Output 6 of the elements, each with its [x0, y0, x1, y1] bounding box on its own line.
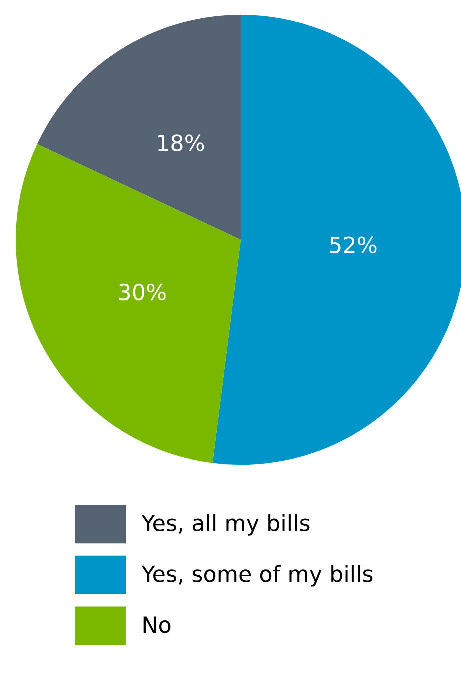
legend-label: No [144, 616, 171, 634]
data-label: 52% [330, 236, 377, 254]
data-label: 18% [158, 134, 204, 152]
legend-label: Yes, all my bills [142, 514, 310, 536]
legend-label: Yes, some of my bills [142, 565, 373, 587]
data-label: 30% [119, 284, 166, 301]
